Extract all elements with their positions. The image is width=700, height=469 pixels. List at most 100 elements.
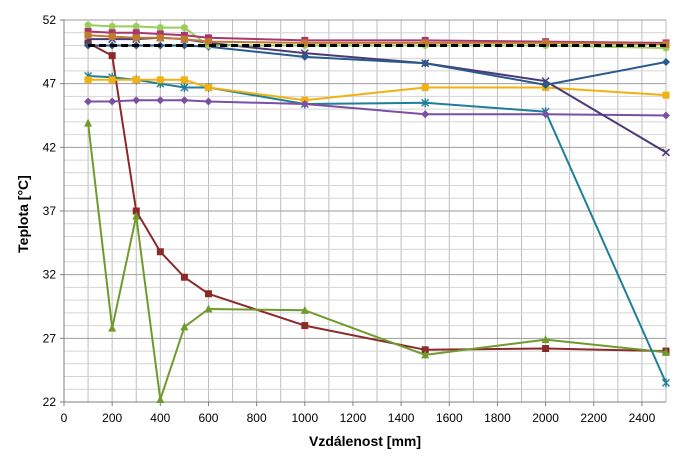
- data-point: [156, 76, 164, 84]
- y-tick-label: 47: [43, 77, 57, 91]
- y-axis-title: Teplota [°C]: [15, 175, 31, 253]
- y-tick-label: 52: [43, 13, 57, 27]
- data-point: [132, 22, 140, 30]
- data-point: [541, 80, 550, 89]
- y-tick-label: 32: [43, 268, 57, 282]
- data-point: [180, 82, 189, 92]
- series-2: [84, 118, 670, 403]
- data-point: [204, 34, 212, 42]
- data-point: [180, 24, 188, 32]
- data-point: [301, 39, 309, 47]
- data-point: [542, 39, 550, 47]
- series-group: [84, 21, 671, 403]
- data-point: [180, 322, 189, 331]
- data-point: [421, 346, 429, 354]
- x-tick-label: 1000: [291, 411, 318, 425]
- data-point: [132, 29, 140, 37]
- data-point: [156, 96, 165, 105]
- data-point: [180, 96, 189, 105]
- y-tick-label: 37: [43, 204, 57, 218]
- data-point: [108, 323, 117, 332]
- series-line: [88, 75, 667, 384]
- data-point: [132, 34, 140, 42]
- data-point: [108, 76, 116, 84]
- x-tick-label: 600: [198, 411, 218, 425]
- data-point: [421, 39, 429, 47]
- data-point: [541, 335, 550, 344]
- data-point: [204, 304, 213, 313]
- data-point: [204, 83, 212, 91]
- data-point: [662, 91, 670, 99]
- series-line: [88, 99, 667, 117]
- x-tick-label: 200: [102, 411, 122, 425]
- data-point: [156, 248, 164, 256]
- x-tick-label: 800: [247, 411, 267, 425]
- data-point: [204, 38, 212, 46]
- data-point: [541, 110, 550, 119]
- data-point: [84, 118, 93, 127]
- y-tick-label: 27: [43, 331, 57, 345]
- data-point: [662, 347, 670, 356]
- x-tick-label: 2200: [580, 411, 607, 425]
- data-point: [662, 58, 670, 67]
- series-line: [87, 42, 667, 353]
- data-point: [84, 76, 92, 84]
- data-point: [108, 33, 116, 41]
- x-tick-label: 2000: [532, 411, 559, 425]
- x-tick-label: 1600: [436, 411, 463, 425]
- series-line: [88, 30, 667, 44]
- data-point: [180, 35, 188, 43]
- data-point: [662, 378, 670, 388]
- data-point: [156, 34, 164, 42]
- data-point: [180, 41, 189, 50]
- x-tick-label: 1200: [340, 411, 367, 425]
- tick-labels: 0 200 400 600 800 1000 1200 1400 1600 1800 2000 220…: [43, 13, 656, 425]
- data-point: [84, 41, 93, 50]
- y-tick-label: 22: [43, 395, 57, 409]
- y-tick-label: 42: [43, 140, 57, 154]
- data-point: [421, 350, 430, 359]
- data-point: [132, 96, 141, 105]
- data-point: [180, 273, 188, 281]
- data-point: [662, 111, 670, 120]
- data-point: [156, 394, 165, 403]
- data-point: [301, 322, 309, 330]
- x-tick-label: 1800: [484, 411, 511, 425]
- data-point: [84, 21, 92, 29]
- data-point: [84, 31, 92, 39]
- series-line: [88, 78, 667, 102]
- x-tick-label: 400: [150, 411, 170, 425]
- data-point: [300, 305, 309, 314]
- x-tick-label: 1400: [388, 411, 415, 425]
- data-point: [542, 345, 550, 353]
- data-point: [180, 31, 188, 39]
- data-point: [156, 24, 164, 32]
- data-point: [156, 30, 164, 38]
- grid: [64, 19, 667, 402]
- series-line: [88, 34, 667, 46]
- data-point: [421, 98, 430, 108]
- series-line: [87, 122, 667, 401]
- data-point: [84, 27, 92, 35]
- data-point: [132, 207, 140, 215]
- x-axis-title: Vzdálenost [mm]: [309, 433, 421, 449]
- data-point: [132, 76, 140, 84]
- data-point: [204, 97, 213, 106]
- x-tick-label: 0: [61, 411, 68, 425]
- data-point: [661, 148, 671, 157]
- series-5: [84, 96, 670, 120]
- data-point: [108, 52, 116, 60]
- data-point: [300, 52, 309, 61]
- data-point: [108, 29, 116, 37]
- data-point: [180, 76, 188, 84]
- data-point: [300, 100, 309, 109]
- data-point: [84, 97, 93, 106]
- data-point: [108, 97, 117, 106]
- data-point: [204, 290, 212, 298]
- x-tick-label: 2400: [629, 411, 656, 425]
- data-point: [421, 59, 430, 68]
- data-point: [421, 110, 430, 119]
- data-point: [108, 22, 116, 30]
